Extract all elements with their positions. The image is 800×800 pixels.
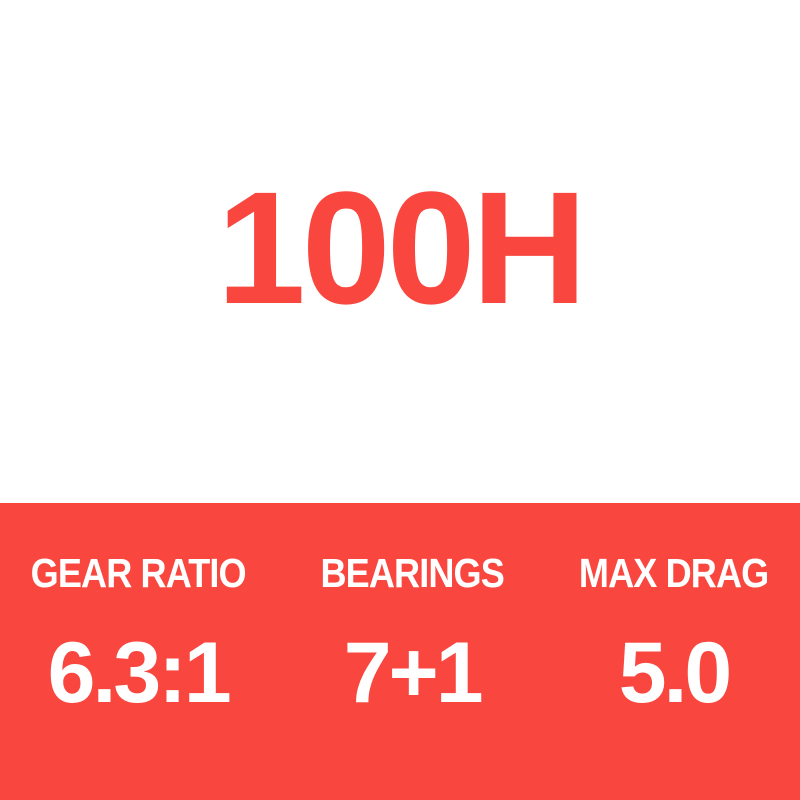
spec-value-max-drag: 5.0 xyxy=(618,625,733,721)
spec-label-max-drag: MAX DRAG xyxy=(579,550,769,596)
spec-item-gear-ratio: GEAR RATIO 6.3:1 xyxy=(16,503,260,800)
specs-band: GEAR RATIO 6.3:1 BEARINGS 7+1 MAX DRAG 5… xyxy=(0,503,800,800)
spec-item-max-drag: MAX DRAG 5.0 xyxy=(564,503,784,800)
spec-label-gear-ratio: GEAR RATIO xyxy=(30,550,247,596)
spec-item-bearings: BEARINGS 7+1 xyxy=(302,503,522,800)
spec-value-bearings: 7+1 xyxy=(343,625,484,721)
spec-value-gear-ratio: 6.3:1 xyxy=(47,625,232,721)
product-model-title: 100H xyxy=(216,158,588,337)
spec-label-bearings: BEARINGS xyxy=(320,550,504,596)
